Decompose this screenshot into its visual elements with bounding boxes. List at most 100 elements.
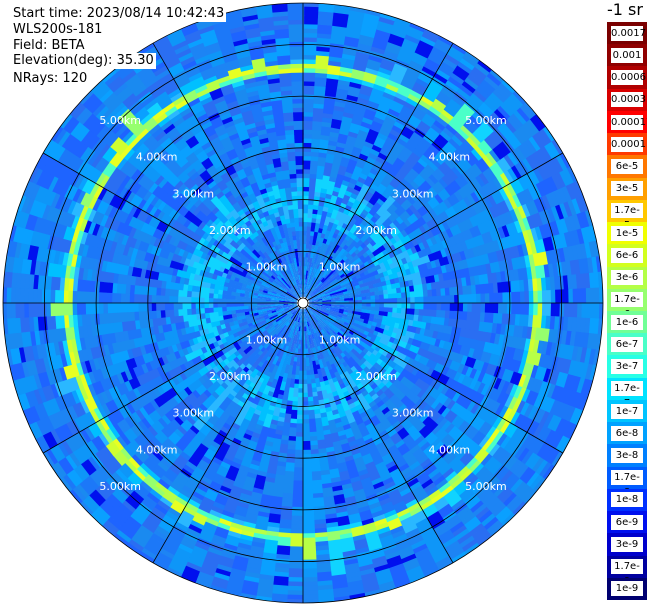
range-gate [351,276,358,282]
range-gate [422,289,429,298]
range-gate [326,415,335,422]
range-gate [409,285,415,293]
range-gate [510,180,521,196]
range-gate [397,545,413,556]
range-gate [434,500,450,512]
range-gate [451,94,466,108]
range-gate [311,244,316,250]
range-gate [379,62,395,72]
range-gate [326,276,331,282]
range-gate [323,327,329,333]
range-gate [399,446,411,457]
range-gate [407,183,417,194]
range-gate [323,252,329,259]
range-gate [418,425,429,436]
range-gate [450,72,466,86]
range-gate [543,429,556,446]
range-gate [303,199,309,205]
range-gate [313,200,320,206]
range-gate [566,390,577,408]
range-gate [399,466,412,477]
range-gate [321,294,327,298]
range-gate [547,176,559,193]
range-gate [374,310,380,316]
range-gate [326,306,332,310]
range-gate [541,303,548,317]
range-gate [460,436,473,450]
range-gate [459,142,472,156]
range-gate [463,493,479,507]
range-gate [402,210,411,220]
range-gate [576,303,583,319]
range-gate [306,317,310,323]
range-gate [313,94,326,101]
range-gate [375,298,380,304]
range-gate [488,241,497,254]
range-gate [344,298,350,301]
range-gate [456,406,468,419]
range-gate [440,433,452,446]
range-gate [478,124,492,138]
range-gate [401,105,415,116]
range-gate [361,309,367,314]
range-gate [534,459,549,476]
range-gate [515,291,521,304]
range-gate [434,427,446,439]
range-gate [303,256,306,262]
range-gate [333,289,339,294]
range-gate [468,378,478,391]
range-gate [418,233,427,243]
range-gate [321,308,327,311]
range-gate [514,220,523,235]
range-gate [348,303,354,306]
range-gate [493,127,507,143]
range-gate [351,395,360,404]
range-gate [460,124,474,138]
range-gate [412,164,423,175]
range-gate [331,324,337,330]
range-gate [301,568,318,574]
range-gate [324,291,330,295]
range-gate [403,398,413,408]
range-gate [359,125,371,134]
range-gate [323,379,330,386]
range-gate [459,345,467,356]
range-gate [309,266,313,272]
range-gate [353,236,361,244]
range-gate [483,516,499,531]
range-gate [334,295,340,299]
range-gate [330,308,336,312]
range-gate [417,496,432,508]
range-gate [441,536,458,550]
range-gate [383,480,396,491]
range-gate [328,314,334,319]
range-gate [451,166,463,178]
range-gate [303,292,305,297]
range-gate [448,379,458,391]
range-gate [427,303,433,311]
range-gate [503,170,515,185]
range-gate [302,427,310,433]
range-gate [317,286,322,291]
range-gate [415,410,426,421]
range-gate [436,383,446,394]
range-gate [303,252,306,258]
range-gate [551,139,564,156]
range-gate [458,487,473,501]
range-gate [303,28,319,34]
range-gate [459,198,470,211]
range-gate [384,198,394,208]
range-gate [313,303,319,305]
range-gate [316,308,322,312]
range-gate [432,390,442,401]
range-gate [339,70,353,78]
range-gate [463,516,479,530]
range-gate [389,33,406,44]
range-gate [340,478,352,486]
range-gate [325,295,331,299]
range-gate [303,50,318,56]
range-gate [412,320,419,328]
range-gate [346,436,356,444]
range-gate [445,228,454,239]
range-gate [387,293,394,299]
